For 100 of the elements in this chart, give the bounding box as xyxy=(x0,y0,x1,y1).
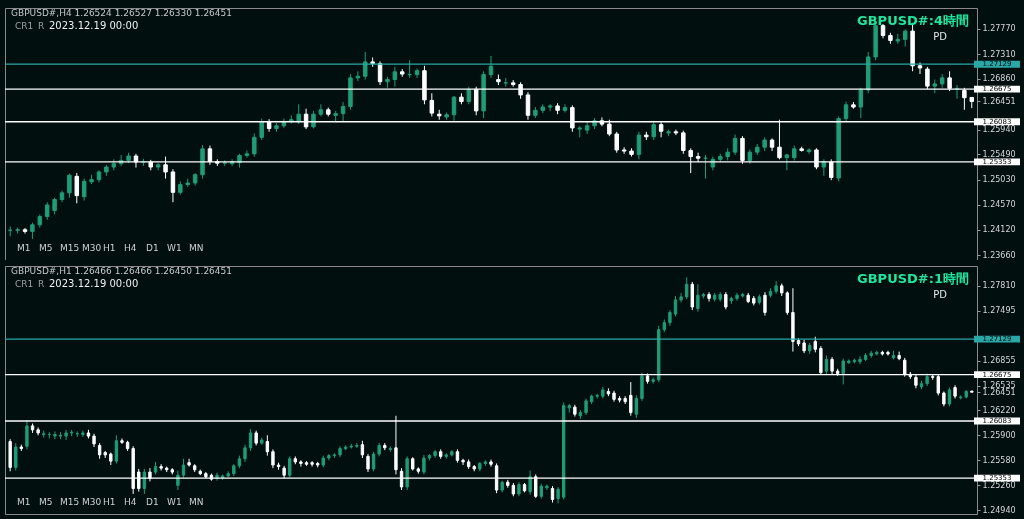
annotation: D1 xyxy=(146,243,159,253)
candlestick xyxy=(299,459,303,468)
candlestick xyxy=(947,387,952,407)
candlestick xyxy=(451,95,457,122)
candlestick xyxy=(636,131,642,160)
annotation: R xyxy=(38,21,45,31)
candlestick xyxy=(81,178,87,202)
candlestick xyxy=(735,292,739,302)
y-tick-label: 1.24120 xyxy=(982,225,1016,235)
annotation: M30 xyxy=(82,497,102,507)
annotation: H4 xyxy=(124,497,137,507)
candlestick xyxy=(81,430,85,438)
y-tick-label: 1.27770 xyxy=(982,24,1016,34)
candlestick xyxy=(858,87,864,119)
candlestick xyxy=(181,458,186,479)
annotation: M1 xyxy=(17,243,31,253)
candlestick xyxy=(621,146,627,155)
y-tick-label: 1.26855 xyxy=(982,356,1016,366)
candlestick xyxy=(244,150,250,159)
annotation: CR1 xyxy=(15,279,34,289)
annotation: MN xyxy=(189,497,204,507)
candlestick xyxy=(651,376,655,385)
y-tick-label: 1.25030 xyxy=(982,175,1016,185)
candlestick xyxy=(634,394,639,419)
candlestick xyxy=(187,458,191,468)
candlestick xyxy=(461,458,465,466)
candlestick xyxy=(732,134,738,156)
annotation: GBPUSD#,H4 1.26524 1.26527 1.26330 1.26451 xyxy=(11,8,233,18)
candlestick xyxy=(841,358,845,385)
annotation: 2023.12.19 00:00 xyxy=(49,278,139,289)
candlestick xyxy=(64,429,68,441)
annotation: CR1 xyxy=(15,21,34,31)
candlestick xyxy=(392,66,398,88)
candlestick xyxy=(488,55,494,79)
candlestick xyxy=(67,173,72,199)
annotation: H1 xyxy=(103,497,116,507)
y-tick-label: 1.26860 xyxy=(982,74,1016,84)
annotation: W1 xyxy=(167,497,182,507)
candlestick xyxy=(53,430,57,440)
annotation: D1 xyxy=(146,497,159,507)
candlestick xyxy=(14,442,18,471)
annotation: GBPUSD#,H1 1.26466 1.26466 1.26450 1.26451 xyxy=(11,266,233,276)
candlestick xyxy=(252,132,257,158)
candlestick xyxy=(707,291,711,303)
candlestick xyxy=(310,460,314,468)
annotation: M5 xyxy=(39,497,53,507)
y-tick-label: 1.25490 xyxy=(982,149,1016,159)
y-tick-label: 1.26220 xyxy=(982,405,1016,415)
y-tick-label: 1.26451 xyxy=(982,96,1016,106)
candlestick xyxy=(318,103,324,117)
candlestick xyxy=(673,295,678,317)
annotation: H1 xyxy=(103,243,116,253)
annotation: M1 xyxy=(17,497,31,507)
y-tick-label: 1.24940 xyxy=(982,505,1016,515)
annotation: W1 xyxy=(167,243,182,253)
candlestick xyxy=(629,381,633,417)
annotation: M15 xyxy=(60,497,80,507)
candlestick xyxy=(355,70,361,82)
candlestick xyxy=(120,437,124,445)
y-tick-label: 1.27810 xyxy=(982,281,1016,291)
y-tick-label: 1.27310 xyxy=(982,49,1016,59)
y-tick-label: 1.25260 xyxy=(982,480,1016,490)
candlestick xyxy=(917,61,923,75)
annotation: M5 xyxy=(39,243,53,253)
candlestick xyxy=(774,280,778,295)
candlestick xyxy=(763,291,767,317)
candlestick xyxy=(25,419,29,450)
y-tick-label: 1.25580 xyxy=(982,455,1016,465)
candlestick xyxy=(429,92,435,117)
annotation: 2023.12.19 00:00 xyxy=(49,20,139,31)
candlestick xyxy=(651,120,656,141)
candlestick xyxy=(114,434,119,464)
candlestick xyxy=(271,448,275,469)
candlestick xyxy=(259,118,264,141)
candlestick xyxy=(690,281,694,311)
annotation: M30 xyxy=(82,243,102,253)
candlestick xyxy=(858,355,862,365)
candlestick xyxy=(614,131,619,154)
candlestick xyxy=(296,103,301,125)
y-tick-label: 1.25940 xyxy=(982,125,1016,135)
y-tick-label: 1.27495 xyxy=(982,306,1016,316)
candlestick xyxy=(562,103,568,114)
candlestick xyxy=(248,428,253,452)
annotation: MN xyxy=(189,243,204,253)
candlestick xyxy=(684,276,689,300)
candlestick xyxy=(640,372,644,402)
candlestick xyxy=(288,455,292,479)
candlestick xyxy=(22,227,28,235)
candlestick xyxy=(784,153,790,171)
candlestick xyxy=(371,451,376,472)
candlestick xyxy=(806,147,812,155)
candlestick xyxy=(528,470,532,496)
text: PD xyxy=(933,289,948,300)
annotation: R xyxy=(38,279,45,289)
candlestick xyxy=(74,172,80,204)
candlestick xyxy=(696,283,700,313)
candlestick xyxy=(170,168,176,203)
annotation: H4 xyxy=(124,243,137,253)
candlestick xyxy=(843,101,849,123)
candlestick xyxy=(159,463,163,471)
